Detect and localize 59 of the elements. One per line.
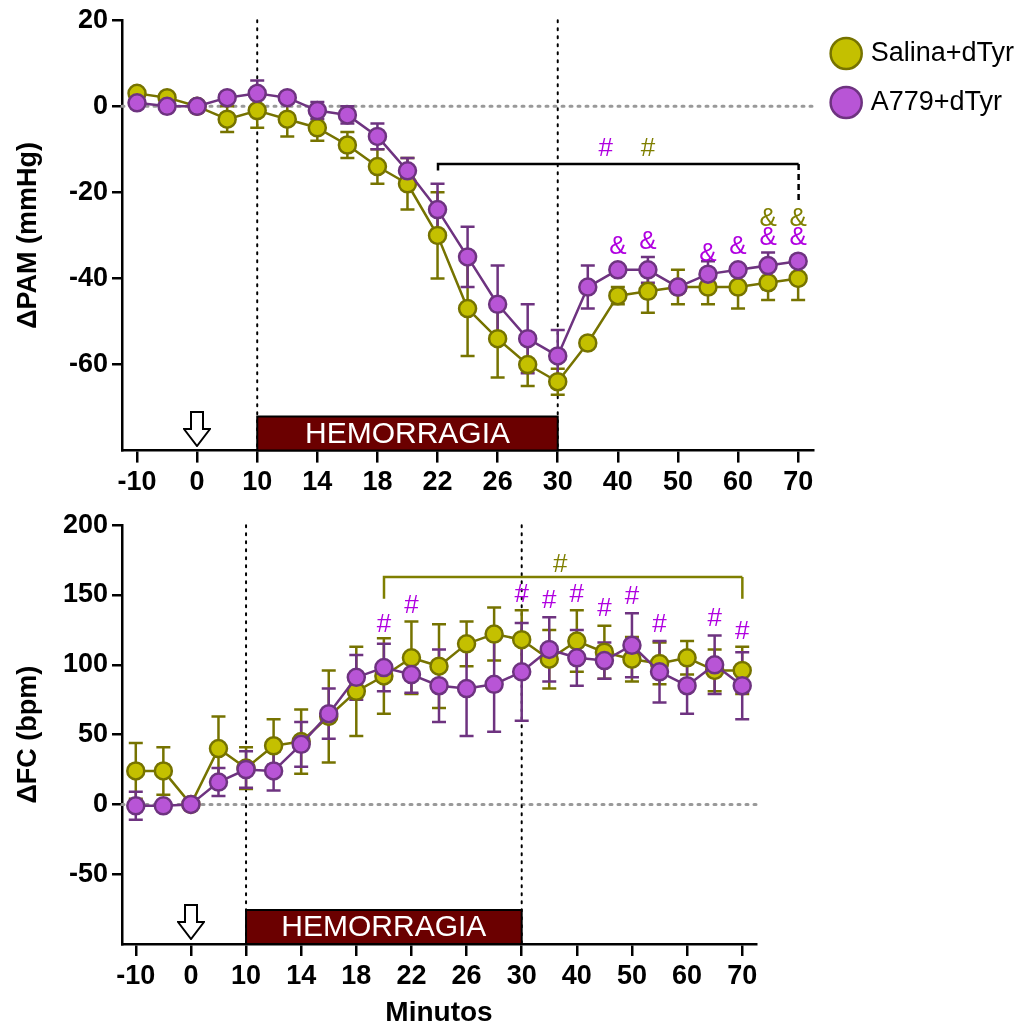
x-axis-title: Minutos <box>385 995 493 1027</box>
y-tick-label: 100 <box>62 648 108 679</box>
annotation: # <box>553 548 569 579</box>
annotation: & <box>639 225 657 256</box>
annotation: # <box>404 589 420 620</box>
x-tick-label: 22 <box>422 466 453 497</box>
y-tick-label: -50 <box>68 857 108 888</box>
annotation: # <box>514 577 530 608</box>
legend-label: A779+dTyr <box>870 85 1003 116</box>
x-tick-label: 10 <box>231 959 262 990</box>
x-tick-label: 50 <box>662 466 693 497</box>
y-tick-label: 150 <box>62 578 108 609</box>
y-tick-label: -60 <box>68 347 108 378</box>
annotation: # <box>376 607 392 638</box>
x-tick-label: 0 <box>189 466 205 497</box>
x-tick-label: 30 <box>542 466 573 497</box>
x-tick-label: 14 <box>286 959 317 990</box>
y-tick-label: -40 <box>68 261 108 292</box>
x-tick-label: -10 <box>117 466 157 497</box>
annotation: # <box>652 607 668 638</box>
band-label: HEMORRAGIA <box>281 909 487 943</box>
annotation: # <box>707 601 723 632</box>
annotation: # <box>569 577 585 608</box>
annotation: # <box>598 132 614 163</box>
annotation: # <box>597 592 613 623</box>
band-label: HEMORRAGIA <box>304 415 510 449</box>
y-axis-title: ΔPAM (mmHg) <box>11 141 42 329</box>
annotation: # <box>624 580 640 611</box>
y-tick-label: 200 <box>62 508 108 539</box>
y-tick-label: 50 <box>77 718 108 749</box>
y-tick-label: 0 <box>92 787 108 818</box>
x-tick-label: 40 <box>602 466 633 497</box>
x-tick-label: 14 <box>302 466 333 497</box>
x-tick-label: 22 <box>396 959 427 990</box>
x-tick-label: 50 <box>616 959 647 990</box>
annotation: & <box>729 230 747 261</box>
x-tick-label: 70 <box>727 959 758 990</box>
y-tick-label: 0 <box>92 89 108 120</box>
x-tick-label: 60 <box>672 959 703 990</box>
x-tick-label: 26 <box>451 959 482 990</box>
x-tick-label: 18 <box>341 959 372 990</box>
x-tick-label: 30 <box>506 959 537 990</box>
annotation: # <box>640 132 656 163</box>
x-tick-label: 18 <box>362 466 393 497</box>
annotation: & <box>609 230 627 261</box>
annotation: # <box>542 583 558 614</box>
y-tick-label: 20 <box>77 3 108 34</box>
x-tick-label: 10 <box>242 466 273 497</box>
y-axis-title: ΔFC (bpm) <box>11 665 42 804</box>
x-tick-label: 0 <box>183 959 199 990</box>
annotation: # <box>734 614 750 645</box>
x-tick-label: 40 <box>561 959 592 990</box>
x-tick-label: 60 <box>723 466 754 497</box>
x-tick-label: 70 <box>783 466 814 497</box>
x-tick-label: 26 <box>482 466 513 497</box>
legend-label: Salina+dTyr <box>870 36 1015 67</box>
x-tick-label: -10 <box>116 959 156 990</box>
y-tick-label: -20 <box>68 175 108 206</box>
annotation: & <box>699 237 717 268</box>
